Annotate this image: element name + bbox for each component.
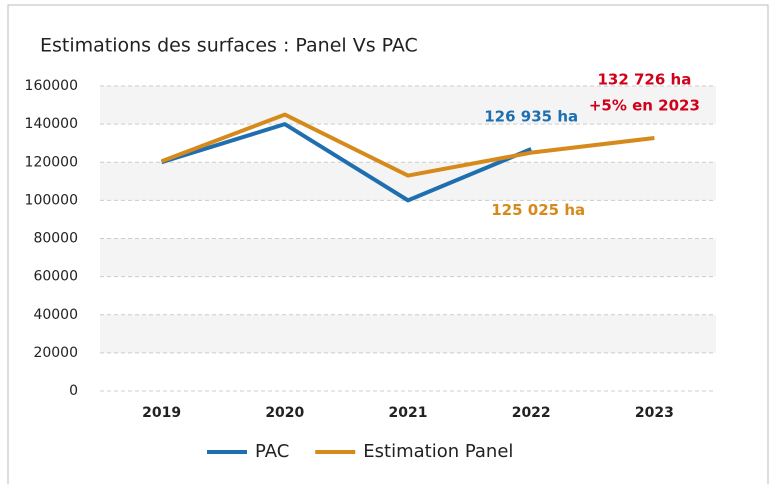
x-tick-label: 2020 — [265, 405, 304, 421]
grid-band — [100, 238, 716, 277]
legend-label: PAC — [255, 441, 289, 462]
x-tick-label: 2022 — [512, 405, 551, 421]
series-line — [160, 112, 655, 178]
grid-band — [100, 162, 716, 201]
x-tick-label: 2021 — [389, 405, 428, 421]
chart-title: Estimations des surfaces : Panel Vs PAC — [40, 35, 418, 57]
x-tick-label: 2023 — [635, 405, 674, 421]
y-tick-label: 120000 — [25, 154, 78, 170]
y-tick-label: 80000 — [33, 231, 78, 247]
series-line — [161, 122, 532, 203]
x-tick-label: 2019 — [142, 405, 181, 421]
value-label: 126 935 ha — [484, 108, 578, 126]
value-label: 125 025 ha — [491, 201, 585, 219]
y-tick-label: 100000 — [25, 192, 78, 208]
grid-band — [100, 86, 716, 125]
value-label: 132 726 ha — [597, 70, 691, 88]
y-tick-label: 20000 — [33, 345, 78, 361]
legend-label: Estimation Panel — [363, 441, 513, 462]
y-tick-label: 140000 — [25, 116, 78, 132]
annotation: +5% en 2023 — [589, 96, 700, 114]
y-tick-label: 40000 — [33, 307, 78, 323]
y-tick-label: 60000 — [33, 269, 78, 285]
grid-band — [100, 314, 716, 353]
y-tick-label: 0 — [69, 383, 78, 399]
y-tick-label: 160000 — [25, 78, 78, 94]
frame — [7, 4, 769, 484]
